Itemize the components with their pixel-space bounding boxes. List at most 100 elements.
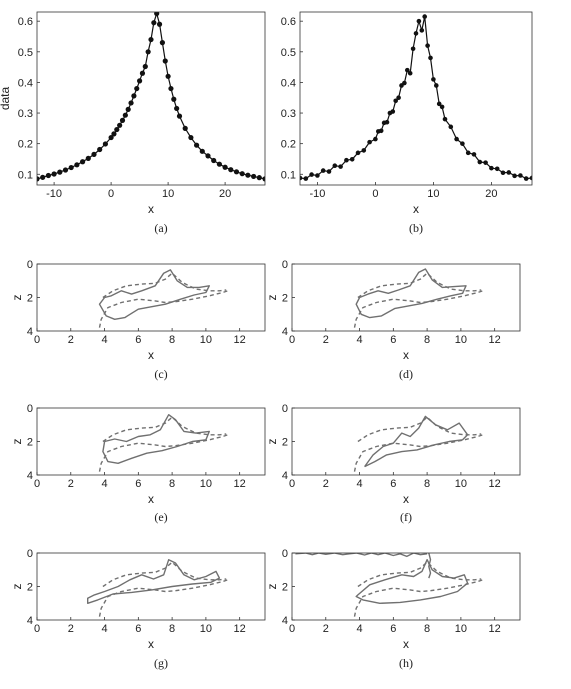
y-tick-label: 0.6 [281, 16, 296, 28]
reconstruction-curve [364, 415, 469, 468]
plot-area [86, 559, 229, 617]
panel-caption: (h) [399, 656, 413, 670]
y-tick-label: 0.3 [18, 108, 33, 120]
x-tick-label: 4 [101, 623, 107, 635]
data-point [168, 85, 174, 92]
panel-caption: (f) [400, 510, 412, 524]
x-tick-label: 10 [200, 478, 212, 490]
data-point [251, 173, 257, 180]
y-tick-label: 0 [27, 548, 33, 560]
reconstruction-curve [355, 268, 467, 319]
x-tick-label: 6 [390, 334, 396, 346]
data-point [128, 100, 134, 106]
data-point [454, 136, 459, 142]
data-point [309, 172, 314, 177]
reference-curve-dashed [98, 579, 229, 617]
data-point [211, 157, 217, 164]
panel-b: -10 0 10 20 0.1 0.2 0.3 0.4 0.5 0.6 x (b) [281, 11, 533, 235]
data-point [68, 164, 74, 171]
reference-curve-dashed [98, 290, 229, 328]
data-point [512, 173, 517, 179]
data-point [134, 85, 140, 92]
y-tick-label: 0.4 [18, 77, 33, 89]
data-point [300, 175, 303, 181]
x-tick-label: 6 [390, 478, 396, 490]
y-tick-label: 2 [27, 293, 33, 305]
data-point [142, 63, 148, 70]
panel-a: -10 0 10 20 0.1 0.2 0.3 0.4 0.5 0.6 x data (a) [0, 11, 266, 235]
data-point [174, 105, 180, 112]
reference-curve-dashed [357, 272, 482, 299]
reference-curve-dashed [98, 434, 229, 472]
x-tick-label: 12 [234, 623, 246, 635]
x-tick-label: 6 [135, 334, 141, 346]
data-point [529, 175, 532, 181]
y-axis-label: z [10, 439, 24, 445]
panel-f: 0 2 4 6 8 10 12 0 2 4 x z (f) [265, 403, 521, 524]
x-axis-label: x [403, 348, 409, 362]
plot-area [98, 269, 229, 328]
reference-curve-dashed [102, 561, 227, 588]
reconstruction-curve [295, 553, 428, 558]
x-tick-label: 12 [489, 334, 501, 346]
panel-caption: (a) [154, 221, 167, 235]
data-point [425, 43, 430, 48]
data-point [518, 173, 523, 178]
panel-caption: (e) [154, 510, 167, 524]
x-axis-label: x [148, 637, 154, 651]
axes-frame [36, 552, 266, 621]
data-point [355, 150, 361, 156]
data-point [156, 21, 163, 27]
x-tick-label: 0 [289, 334, 295, 346]
y-tick-label: 4 [27, 326, 33, 338]
axes-frame [291, 407, 521, 476]
x-tick-label: 8 [169, 623, 175, 635]
data-point [416, 18, 422, 24]
x-tick-label: 12 [489, 623, 501, 635]
x-tick-label: 20 [219, 188, 231, 200]
x-tick-label: 10 [455, 623, 467, 635]
data-point [108, 134, 114, 141]
x-tick-label: 12 [234, 478, 246, 490]
x-axis-label: x [148, 348, 154, 362]
data-point [188, 134, 194, 141]
reference-curve-dashed [353, 434, 484, 472]
y-tick-label: 0 [282, 548, 288, 560]
data-point [97, 146, 103, 153]
data-point [405, 67, 410, 73]
x-tick-label: 2 [68, 334, 74, 346]
data-point [222, 164, 228, 170]
data-point [326, 169, 332, 174]
x-axis-label: x [148, 202, 154, 216]
y-axis-label: z [10, 584, 24, 590]
data-point [393, 98, 399, 104]
y-tick-label: 2 [27, 582, 33, 594]
data-point [349, 156, 355, 162]
x-tick-label: 8 [424, 623, 430, 635]
x-tick-label: 2 [68, 478, 74, 490]
data-point [233, 169, 240, 175]
x-tick-label: 0 [34, 623, 40, 635]
x-tick-label: 12 [489, 478, 501, 490]
data-point [176, 113, 183, 119]
data-point [396, 95, 401, 101]
plot-area [37, 12, 265, 182]
data-point [111, 131, 117, 137]
reference-curve-dashed [102, 416, 227, 443]
panel-c: 0 2 4 6 8 10 12 0 2 4 x z (c) [10, 259, 266, 381]
data-point [361, 148, 367, 153]
y-tick-label: 0.2 [281, 139, 296, 151]
x-axis-label: x [148, 492, 154, 506]
data-point [40, 174, 46, 180]
panel-e: 0 2 4 6 8 10 12 0 2 4 x z (e) [10, 403, 266, 524]
data-point [139, 70, 146, 76]
y-tick-label: 2 [282, 582, 288, 594]
data-point [74, 162, 80, 168]
reconstruction-curve [355, 559, 469, 604]
data-point [199, 148, 205, 154]
data-point [465, 150, 471, 156]
panel-caption: (b) [409, 221, 423, 235]
data-point [145, 49, 151, 55]
data-point [119, 117, 126, 123]
x-tick-label: 6 [135, 478, 141, 490]
